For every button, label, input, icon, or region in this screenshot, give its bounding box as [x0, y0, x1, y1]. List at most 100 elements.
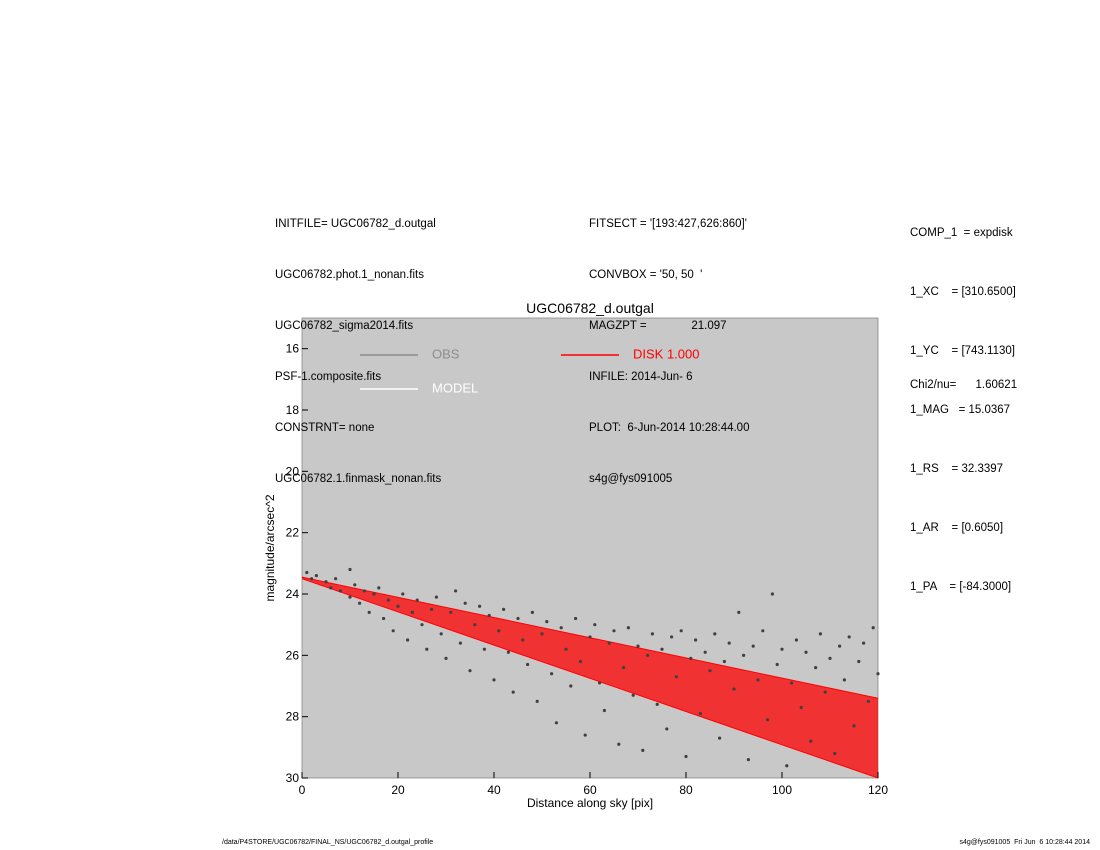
obs-point	[713, 632, 717, 636]
obs-point	[559, 626, 563, 630]
header-line: CONVBOX = '50, 50 '	[589, 269, 703, 281]
header-line: PLOT: 6-Jun-2014 10:28:44.00	[589, 422, 750, 434]
header-line: INITFILE= UGC06782_d.outgal	[275, 218, 436, 230]
param-line: 1_PA = [-84.3000]	[910, 581, 1012, 593]
obs-point	[761, 629, 765, 633]
obs-point	[751, 644, 755, 648]
x-tick-label: 120	[868, 783, 888, 797]
obs-point	[852, 724, 856, 728]
header-line: PSF-1.composite.fits	[275, 371, 382, 383]
obs-point	[665, 727, 669, 731]
obs-point	[612, 629, 616, 633]
obs-point	[324, 580, 328, 584]
x-tick-label: 80	[679, 783, 693, 797]
obs-point	[434, 595, 438, 599]
obs-point	[420, 623, 424, 627]
obs-point	[535, 699, 539, 703]
obs-point	[790, 681, 794, 685]
obs-point	[780, 647, 784, 651]
obs-point	[718, 736, 722, 740]
obs-point	[526, 662, 530, 667]
obs-point	[463, 601, 467, 605]
obs-point	[473, 623, 477, 627]
y-tick-label: 28	[286, 710, 300, 724]
obs-point	[329, 586, 333, 590]
obs-point	[684, 754, 688, 759]
obs-point	[430, 607, 434, 611]
obs-point	[742, 653, 746, 657]
obs-point	[391, 629, 395, 633]
obs-point	[348, 567, 352, 572]
obs-point	[660, 647, 664, 651]
obs-point	[708, 669, 712, 673]
obs-point	[540, 632, 544, 636]
model-lower-edge	[301, 578, 879, 779]
obs-point	[698, 712, 703, 716]
obs-point	[382, 616, 386, 621]
obs-point	[569, 684, 573, 688]
footer-path: /data/P4STORE/UGC06782/FINAL_NS/UGC06782…	[222, 839, 434, 846]
obs-point	[732, 687, 736, 691]
obs-point	[338, 589, 342, 593]
header-line: UGC06782.phot.1_nonan.fits	[275, 269, 424, 281]
obs-point	[386, 598, 390, 602]
header-line: s4g@fys091005	[589, 473, 673, 485]
obs-point	[593, 623, 597, 627]
obs-point	[641, 748, 645, 753]
obs-point	[550, 672, 554, 676]
obs-point	[305, 570, 309, 575]
fit-params-block: COMP_1 = expdisk 1_XC = [310.6500] 1_YC …	[910, 191, 1016, 621]
obs-point	[497, 629, 501, 633]
obs-point	[838, 644, 842, 648]
obs-point	[727, 641, 731, 645]
obs-point	[506, 650, 510, 654]
obs-point	[578, 659, 583, 664]
model-upper-edge	[301, 576, 879, 699]
obs-point	[626, 626, 631, 630]
header-line: UGC06782_sigma2014.fits	[275, 320, 414, 332]
obs-point	[401, 592, 405, 596]
obs-point	[458, 641, 462, 645]
param-line: 1_RS = 32.3397	[910, 463, 1004, 475]
obs-point	[862, 641, 866, 645]
obs-point	[674, 675, 679, 679]
obs-point	[310, 577, 314, 581]
x-axis-label: Distance along sky [pix]	[527, 796, 653, 810]
obs-point	[444, 656, 448, 661]
header-mid-block: FITSECT = '[193:427,626:860]' CONVBOX = …	[589, 182, 749, 505]
header-line: CONSTRNT= none	[275, 422, 375, 434]
x-tick-label: 100	[772, 783, 792, 797]
obs-point	[775, 662, 779, 667]
obs-point	[746, 758, 751, 762]
obs-point	[823, 690, 827, 694]
x-tick-label: 0	[299, 783, 306, 797]
obs-point	[314, 574, 318, 578]
obs-point	[809, 739, 813, 743]
obs-point	[439, 632, 443, 636]
y-tick-label: 26	[286, 648, 300, 662]
param-line: 1_AR = [0.6050]	[910, 522, 1004, 534]
obs-point	[396, 604, 400, 608]
obs-point	[631, 693, 635, 697]
obs-point	[799, 705, 803, 710]
obs-point	[353, 583, 357, 587]
obs-point	[406, 638, 410, 642]
param-line: 1_YC = [743.1130]	[910, 345, 1015, 357]
obs-point	[358, 601, 362, 605]
chi2-value: Chi2/nu= 1.60621	[910, 379, 1018, 391]
obs-point	[468, 669, 472, 673]
obs-point	[866, 699, 871, 703]
obs-point	[804, 650, 808, 654]
obs-point	[487, 613, 491, 618]
obs-point	[655, 702, 659, 707]
header-left-block: INITFILE= UGC06782_d.outgal UGC06782.pho…	[275, 182, 441, 505]
obs-point	[842, 678, 847, 682]
obs-point	[694, 638, 698, 642]
obs-point	[857, 659, 861, 664]
obs-point	[511, 690, 515, 694]
obs-point	[703, 650, 707, 654]
obs-point	[646, 653, 650, 657]
obs-point	[602, 708, 607, 713]
obs-point	[410, 610, 414, 615]
obs-point	[521, 638, 525, 642]
